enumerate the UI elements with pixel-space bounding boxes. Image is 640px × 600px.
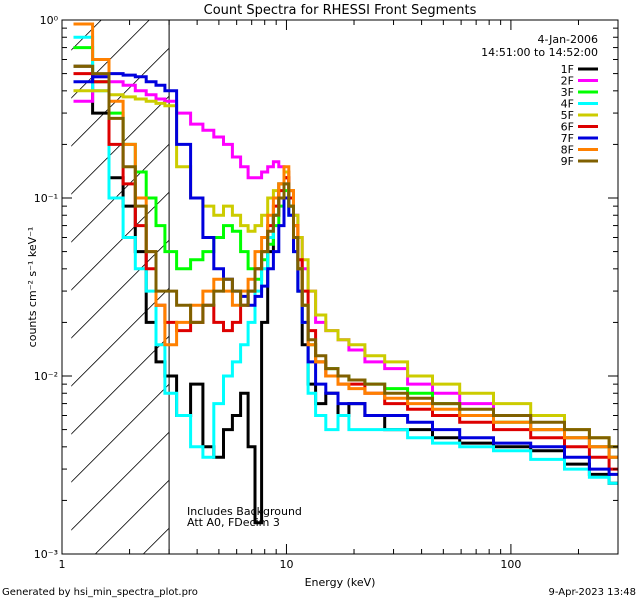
hatch-line: [287, 20, 640, 554]
x-tick-label: 1: [59, 558, 66, 571]
chart-title: Count Spectra for RHESSI Front Segments: [204, 3, 477, 18]
x-axis-label: Energy (keV): [305, 576, 376, 589]
footer-generated-by: Generated by hsi_min_spectra_plot.pro: [2, 587, 198, 598]
legend-label-4F: 4F: [561, 98, 574, 111]
hatch-line: [71, 95, 170, 195]
hatch-line: [71, 335, 170, 435]
x-tick-label: 10: [279, 558, 293, 571]
series-line-9F: [73, 64, 618, 449]
hatch-line: [623, 20, 640, 554]
legend-label-7F: 7F: [561, 132, 574, 145]
axes: 1 10 100 10⁰ 10⁻¹ 10⁻² 10⁻³: [34, 14, 619, 571]
y-tick-label: 10⁻¹: [34, 192, 58, 205]
plot-frame: [61, 19, 619, 555]
series-line-8F: [73, 22, 618, 459]
legend-label-1F: 1F: [561, 63, 574, 76]
hatch-line: [71, 287, 170, 387]
hatched-region: [0, 20, 640, 554]
annotation-background: Includes Background: [187, 505, 302, 518]
hatch-line: [71, 431, 170, 531]
legend-label-5F: 5F: [561, 109, 574, 122]
legend-label-2F: 2F: [561, 75, 574, 88]
y-tick-label: 10⁻²: [34, 370, 58, 383]
series-line-7F: [73, 72, 618, 476]
date-label: 4-Jan-2006: [538, 33, 599, 46]
legend-label-3F: 3F: [561, 86, 574, 99]
y-tick-label: 10⁰: [40, 14, 59, 27]
legend-label-8F: 8F: [561, 144, 574, 157]
x-tick-label: 100: [500, 558, 521, 571]
series-group: [73, 22, 618, 525]
y-axis-label: counts cm⁻² s⁻¹ keV⁻¹: [26, 227, 39, 348]
annotation-attenuator: Att A0, FDecim 3: [187, 516, 280, 529]
time-range-label: 14:51:00 to 14:52:00: [481, 46, 598, 59]
hatch-line: [71, 191, 170, 291]
y-tick-label: 10⁻³: [34, 548, 58, 561]
legend-label-6F: 6F: [561, 121, 574, 134]
hatch-lines: [0, 20, 640, 554]
hatch-line: [0, 20, 5, 554]
hatch-line: [527, 20, 640, 554]
footer-timestamp: 9-Apr-2023 13:48: [549, 587, 636, 598]
legend-label-9F: 9F: [561, 155, 574, 168]
hatch-line: [71, 239, 170, 339]
hatch-line: [71, 383, 170, 483]
